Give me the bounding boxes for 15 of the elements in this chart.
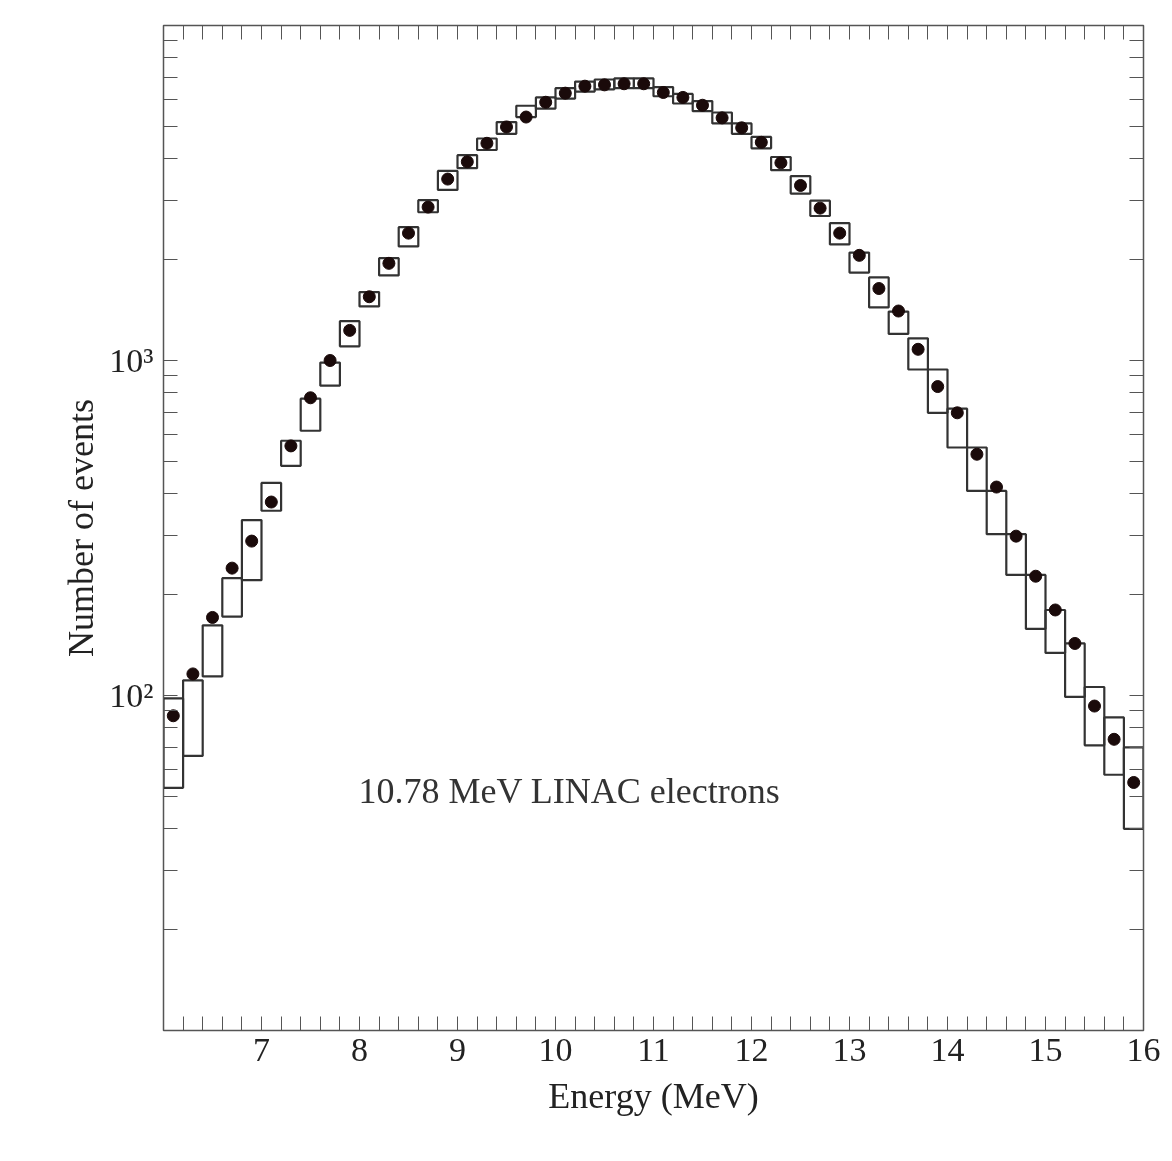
x-tick-label: 13 — [832, 1030, 867, 1068]
x-axis-title: Energy (MeV) — [548, 1075, 759, 1116]
x-tick-label: 16 — [1126, 1030, 1161, 1068]
x-tick-label: 8 — [351, 1030, 368, 1068]
x-tick-label: 15 — [1028, 1030, 1063, 1068]
y-axis-title: Number of events — [61, 399, 102, 657]
y-tick-label: 10² — [109, 677, 154, 714]
y-tick-label: 10³ — [109, 342, 154, 379]
x-tick-label: 9 — [449, 1030, 466, 1068]
x-tick-label: 10 — [538, 1030, 573, 1068]
x-tick-label: 12 — [734, 1030, 769, 1068]
x-tick-label: 7 — [253, 1030, 270, 1068]
x-tick-label: 11 — [637, 1030, 670, 1068]
x-tick-label: 14 — [930, 1030, 965, 1068]
annotation: 10.78 MeV LINAC electrons — [358, 770, 780, 811]
